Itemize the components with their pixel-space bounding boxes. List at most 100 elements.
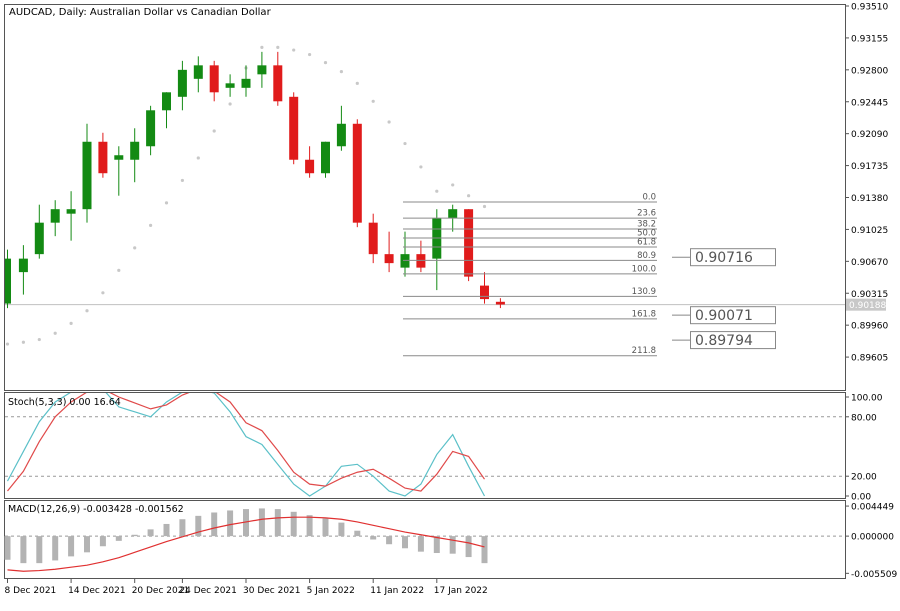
sar-dot: [164, 201, 169, 205]
macd-histogram-bar: [227, 510, 234, 537]
date-tick-label: 24 Dec 2021: [179, 586, 237, 596]
price-panel-frame: [4, 4, 846, 391]
macd-histogram-bar: [481, 536, 488, 564]
macd-histogram-bar: [290, 511, 297, 537]
stoch-tick-label: 20.00: [851, 473, 877, 483]
date-tick-label: 8 Dec 2021: [5, 586, 57, 596]
fibonacci-layer: 0.0 23.638.250.061.8 80.9 100.0 130.9 161.8 21…: [403, 192, 776, 357]
price-tick-label: 0.90315: [851, 290, 888, 300]
fib-level-label: 50.0: [637, 228, 656, 238]
sar-dot: [149, 223, 153, 227]
macd-histogram-bar: [84, 536, 90, 553]
current-price-label: 0.90188: [849, 301, 886, 311]
macd-histogram-bar: [115, 536, 122, 541]
macd-histogram-bar: [20, 536, 27, 564]
macd-histogram-bar: [147, 529, 154, 537]
candle-body: [384, 254, 394, 264]
macd-tick-label: 0.000000: [851, 533, 894, 543]
sar-dot: [355, 81, 359, 85]
price-tick-label: 0.93155: [851, 34, 888, 44]
fib-level-label: 211.8: [632, 346, 656, 356]
sar-dot: [101, 291, 105, 295]
stoch-tick-label: 100.00: [851, 394, 883, 404]
sar-dot: [53, 331, 57, 335]
macd-histogram-bar: [258, 508, 265, 537]
macd-panel-frame: [4, 500, 846, 579]
sar-dot: [308, 52, 312, 57]
fib-level-label: 38.2: [637, 219, 656, 229]
fib-price-tag-box: [690, 331, 776, 350]
date-tick-label: 5 Jan 2022: [307, 586, 355, 596]
candle-body: [146, 110, 156, 147]
macd-tick-label: 0.004449: [851, 503, 894, 513]
date-tick-label: 30 Dec 2021: [243, 586, 301, 596]
candle-layer: [5, 51, 505, 309]
sar-dot: [403, 141, 407, 146]
candle-body: [289, 96, 299, 160]
macd-histogram-bar: [433, 536, 440, 554]
fib-price-tag-box: [690, 248, 776, 267]
stochastic-label: Stoch(5,3,3) 0.00 16.64: [8, 397, 121, 408]
fib-level-label: 0.0: [642, 192, 656, 202]
macd-histogram-bar: [370, 536, 377, 540]
macd-histogram-bar: [354, 530, 361, 537]
stoch-signal-line: [7, 393, 485, 492]
sar-dot: [451, 183, 455, 187]
price-tick-label: 0.91025: [851, 226, 888, 236]
macd-histogram-bar: [179, 519, 186, 537]
candle-body: [114, 155, 124, 160]
current-price-tag: [846, 298, 886, 311]
stoch-main-line: [6, 393, 486, 497]
price-tick-label: 0.93510: [851, 3, 888, 13]
sar-dot: [387, 120, 391, 124]
macd-label: MACD(12,26,9) -0.003428 -0.001562: [8, 504, 184, 515]
price-tick-label: 0.90670: [851, 258, 888, 268]
fib-level-label: 23.6: [637, 209, 656, 219]
sar-dot: [133, 246, 137, 250]
candle-body: [66, 209, 76, 214]
macd-histogram-bar: [195, 515, 202, 537]
macd-histogram-bar: [417, 536, 424, 552]
candle-body: [50, 209, 60, 223]
fib-level-label: 130.9: [632, 287, 656, 297]
date-tick-label: 14 Dec 2021: [68, 586, 126, 596]
macd-histogram-bar: [243, 509, 249, 537]
candle-body: [98, 141, 108, 174]
price-tick-label: 0.89605: [851, 354, 888, 364]
macd-histogram-bar: [338, 522, 345, 537]
fib-level-label: 61.8: [637, 237, 656, 247]
candle-body: [336, 123, 346, 147]
candle-body: [225, 83, 235, 88]
macd-histogram-bar: [211, 512, 218, 537]
date-tick-label: 17 Jan 2022: [434, 586, 488, 596]
sar-dot: [85, 309, 89, 313]
macd-histogram-bar: [465, 536, 472, 558]
macd-histogram-bar: [449, 536, 456, 554]
fib-price-tag-label: 0.90071: [695, 308, 753, 324]
macd-signal-line: [7, 516, 485, 572]
candle-body: [464, 209, 474, 277]
macd-tick-label: -0.005509: [851, 570, 897, 580]
candle-body: [273, 65, 283, 102]
candle-body: [352, 123, 362, 223]
axis-layer: 0.93510 0.93155 0.92800 0.92445 0.92090 0.917…: [5, 3, 889, 597]
macd-histogram-bar: [386, 536, 393, 545]
sar-dot: [117, 268, 121, 272]
sar-dot: [260, 45, 264, 49]
macd-histogram-bar: [52, 536, 59, 561]
sar-dot: [467, 194, 471, 198]
macd-histogram-bar: [322, 518, 329, 537]
candle-body: [305, 159, 315, 174]
stoch-tick-label: 0.00: [851, 493, 871, 503]
macd-histogram-bar: [36, 536, 43, 564]
candle-body: [241, 78, 251, 88]
fib-level-label: 161.8: [632, 309, 656, 319]
date-tick-label: 20 Dec 2021: [132, 586, 190, 596]
candle-body: [209, 65, 219, 93]
candle-body: [162, 92, 171, 111]
stoch-tick-label: 80.00: [851, 413, 877, 423]
price-tick-label: 0.92800: [851, 66, 888, 76]
sar-dot: [212, 129, 216, 133]
